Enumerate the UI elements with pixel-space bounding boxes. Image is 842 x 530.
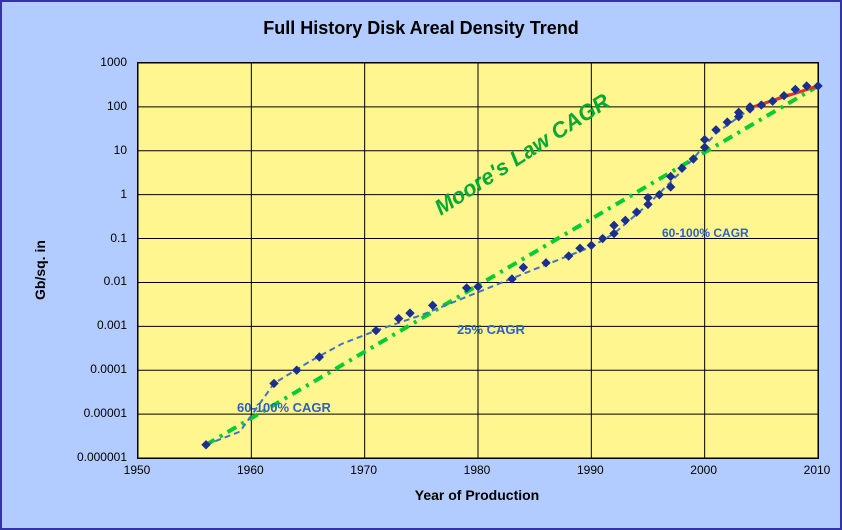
annotation: 60-100% CAGR (662, 226, 749, 240)
chart-container: Full History Disk Areal Density Trend Gb… (0, 0, 842, 530)
y-tick-label: 0.01 (57, 274, 127, 288)
data-point (587, 241, 595, 249)
y-tick-label: 0.000001 (57, 450, 127, 464)
y-tick-label: 0.0001 (57, 362, 127, 376)
x-tick-label: 2010 (804, 463, 831, 477)
data-point (508, 275, 516, 283)
y-axis-label: Gb/sq. in (32, 240, 48, 300)
y-tick-label: 10 (57, 143, 127, 157)
x-tick-label: 2000 (690, 463, 717, 477)
data-point (519, 263, 527, 271)
data-point (723, 118, 731, 126)
y-tick-label: 0.00001 (57, 406, 127, 420)
chart-title: Full History Disk Areal Density Trend (2, 18, 840, 39)
x-tick-label: 1980 (464, 463, 491, 477)
y-tick-label: 1 (57, 187, 127, 201)
annotation: 25% CAGR (457, 322, 525, 337)
x-tick-label: 1990 (577, 463, 604, 477)
data-point (667, 172, 675, 180)
data-point (406, 309, 414, 317)
data-point (655, 191, 663, 199)
data-point (712, 126, 720, 134)
x-tick-label: 1950 (124, 463, 151, 477)
data-point (565, 252, 573, 260)
y-tick-label: 0.001 (57, 318, 127, 332)
data-point (701, 136, 709, 144)
data-point (621, 216, 629, 224)
plot-svg (138, 63, 818, 458)
data-point (610, 221, 618, 229)
x-axis-label: Year of Production (137, 487, 817, 503)
y-tick-label: 0.1 (57, 231, 127, 245)
data-point (633, 208, 641, 216)
y-tick-label: 1000 (57, 55, 127, 69)
data-point (372, 327, 380, 335)
x-tick-label: 1970 (350, 463, 377, 477)
x-tick-label: 1960 (237, 463, 264, 477)
annotation: 60-100% CAGR (237, 400, 331, 415)
moores-law-line (206, 86, 818, 445)
y-tick-label: 100 (57, 99, 127, 113)
data-point (395, 315, 403, 323)
